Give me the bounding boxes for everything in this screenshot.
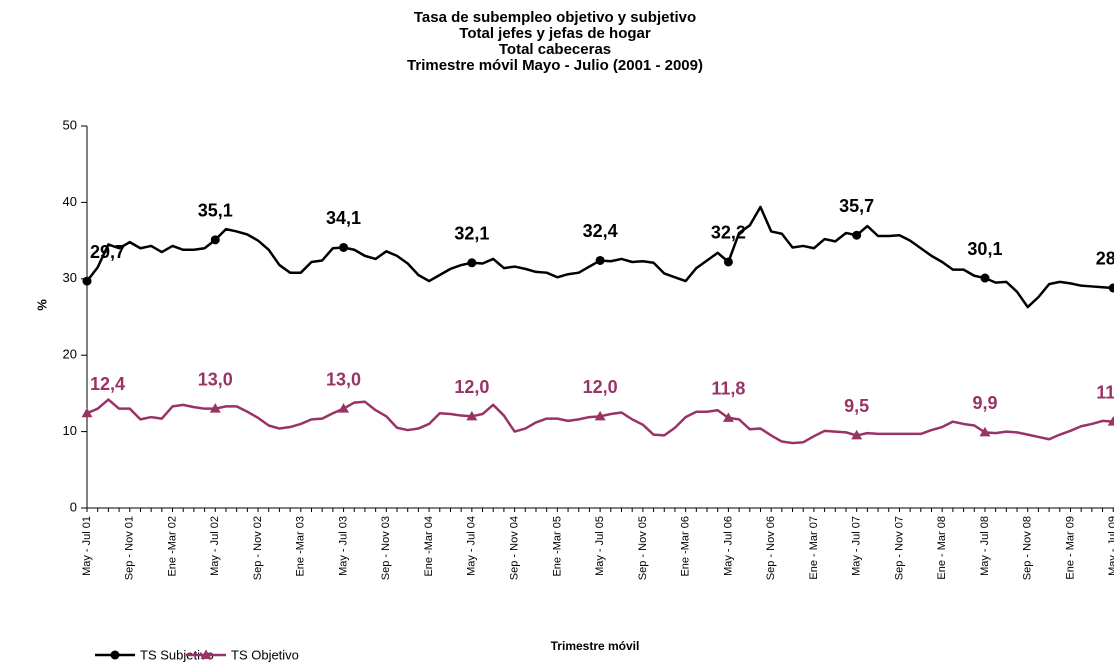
y-tick-label: 30: [63, 270, 77, 285]
chart-title: Total cabeceras: [499, 41, 611, 58]
point: [979, 426, 991, 437]
x-tick-label: Sep - Nov 05: [637, 516, 649, 580]
data-label: 32,4: [583, 221, 618, 241]
x-tick-label: May - Jul 08: [979, 516, 991, 576]
x-tick-label: Sep - Nov 01: [124, 516, 136, 580]
data-label: 35,7: [839, 196, 874, 216]
point: [200, 649, 212, 659]
data-label: 12,0: [583, 377, 618, 397]
point: [338, 403, 350, 413]
chart-title: Tasa de subempleo objetivo y subjetivo: [414, 9, 696, 26]
data-label: 11,8: [711, 379, 745, 399]
point: [82, 276, 92, 286]
chart-title: Trimestre móvil Mayo - Julio (2001 - 200…: [407, 57, 703, 74]
line: [86, 398, 1114, 445]
x-tick-label: Ene -Mar 05: [551, 516, 563, 577]
point: [980, 273, 990, 283]
x-tick-label: Ene -Mar 06: [680, 516, 692, 577]
x-tick-label: May - Jul 04: [466, 516, 478, 576]
y-axis-label: %: [34, 299, 49, 311]
data-label: 13,0: [326, 369, 361, 389]
x-tick-label: May - Jul 09: [1107, 516, 1114, 576]
point: [1108, 283, 1114, 293]
x-tick-label: Sep - Nov 08: [1022, 516, 1034, 580]
point: [594, 410, 606, 421]
data-label: 12,0: [454, 377, 489, 397]
data-label: 28,8: [1096, 249, 1114, 269]
point: [852, 230, 862, 240]
y-tick-label: 40: [63, 194, 77, 209]
data-label: 34,1: [326, 208, 361, 228]
y-tick-label: 50: [63, 117, 77, 132]
x-tick-label: Sep - Nov 04: [509, 516, 521, 580]
x-tick-label: May - Jul 01: [81, 516, 93, 576]
point: [339, 242, 349, 252]
data-label: 32,2: [711, 223, 746, 243]
point: [851, 429, 863, 440]
data-label: 9,5: [844, 396, 869, 416]
point: [210, 235, 220, 245]
data-label: 11,3: [1096, 382, 1114, 402]
x-tick-label: Ene - Mar 07: [808, 516, 820, 580]
data-label: 13,0: [198, 369, 233, 389]
data-label: 29,7: [90, 242, 125, 262]
x-tick-label: May - Jul 05: [594, 516, 606, 576]
data-label: 12,4: [90, 374, 125, 394]
point: [466, 410, 478, 421]
legend-label: TS Objetivo: [231, 647, 299, 662]
y-tick-label: 10: [63, 423, 77, 438]
point: [595, 255, 605, 265]
data-label: 9,9: [972, 393, 997, 413]
x-axis-label: Trimestre móvil: [551, 639, 640, 653]
x-tick-label: Sep - Nov 02: [252, 516, 264, 580]
point: [1107, 416, 1114, 426]
x-tick-label: Sep - Nov 07: [893, 516, 905, 580]
x-tick-label: May - Jul 06: [722, 516, 734, 576]
point: [722, 412, 734, 422]
legend-label: TS Subjetivo: [140, 647, 214, 662]
x-tick-label: Ene - Mar 08: [936, 516, 948, 580]
x-tick-label: Ene -Mar 04: [423, 516, 435, 577]
x-tick-label: Sep - Nov 03: [380, 516, 392, 580]
data-label: 35,1: [198, 201, 233, 221]
point: [81, 407, 93, 418]
data-label: 32,1: [454, 224, 489, 244]
x-tick-label: Ene - Mar 09: [1064, 516, 1076, 580]
x-tick-label: May - Jul 02: [209, 516, 221, 576]
y-tick-label: 20: [63, 347, 77, 362]
x-tick-label: Ene -Mar 03: [295, 516, 307, 577]
data-label: 30,1: [967, 239, 1002, 259]
x-tick-label: Ene -Mar 02: [166, 516, 178, 577]
x-tick-label: Sep - Nov 06: [765, 516, 777, 580]
point: [467, 258, 477, 268]
chart-title: Total jefes y jefas de hogar: [459, 25, 651, 42]
point: [723, 257, 733, 267]
point: [209, 403, 221, 413]
point: [110, 650, 120, 660]
y-tick-label: 0: [70, 499, 77, 514]
x-tick-label: May - Jul 07: [851, 516, 863, 576]
x-tick-label: May - Jul 03: [337, 516, 349, 576]
